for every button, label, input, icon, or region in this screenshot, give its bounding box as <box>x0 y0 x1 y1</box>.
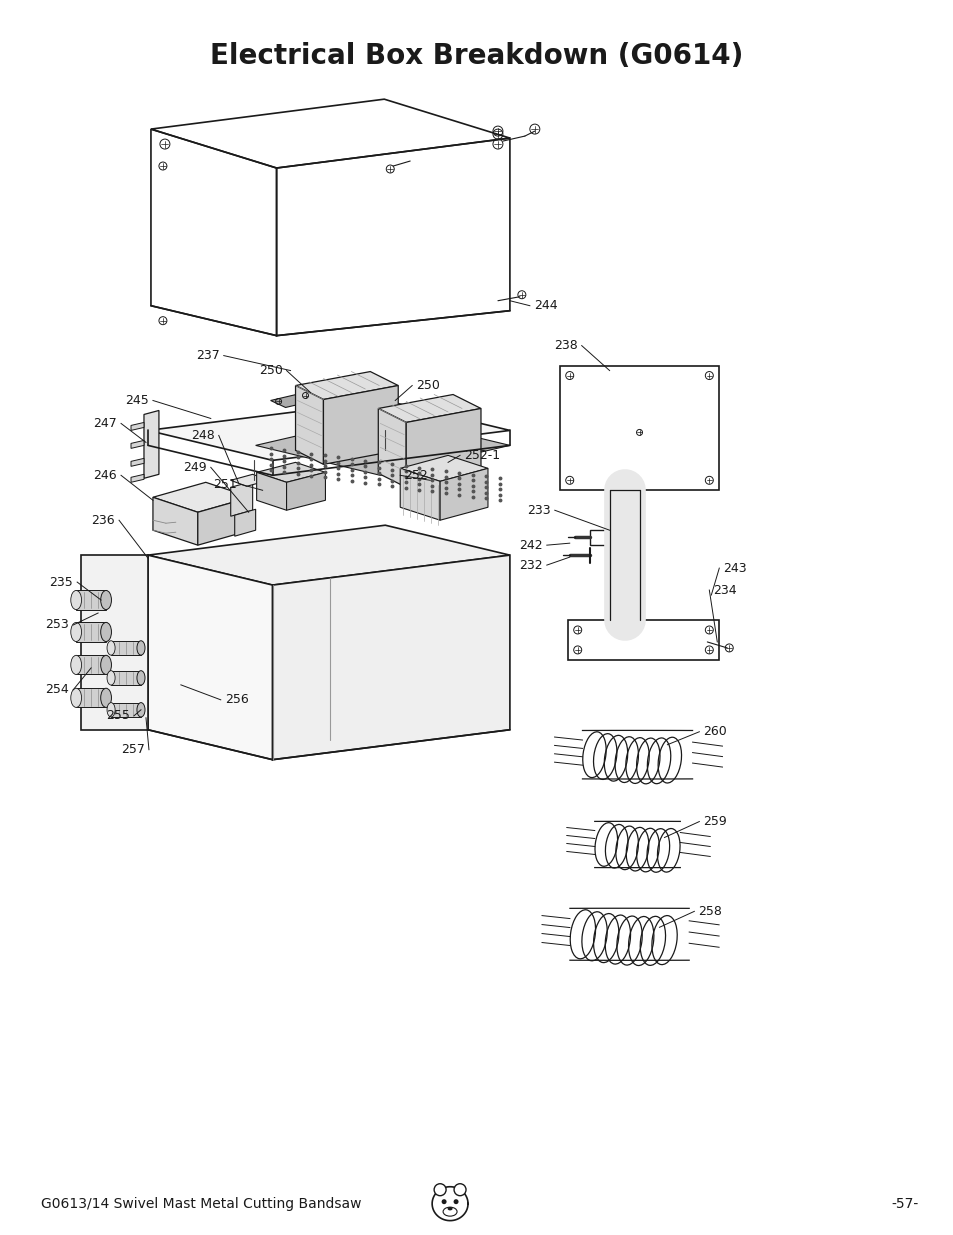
Polygon shape <box>255 415 509 475</box>
Ellipse shape <box>101 688 112 708</box>
Text: 252: 252 <box>404 469 428 482</box>
Polygon shape <box>256 472 286 510</box>
Ellipse shape <box>71 622 81 641</box>
Text: 235: 235 <box>50 576 73 589</box>
Polygon shape <box>131 458 144 467</box>
Text: 252-1: 252-1 <box>463 448 499 462</box>
Polygon shape <box>323 385 397 464</box>
Text: 251: 251 <box>213 478 236 490</box>
Polygon shape <box>234 509 255 536</box>
Polygon shape <box>81 556 148 730</box>
Ellipse shape <box>137 641 145 655</box>
Polygon shape <box>131 441 144 448</box>
Ellipse shape <box>442 1207 456 1216</box>
Polygon shape <box>144 410 159 478</box>
Text: 254: 254 <box>46 683 70 697</box>
Text: 255: 255 <box>106 709 130 722</box>
Polygon shape <box>400 456 487 482</box>
Text: 250: 250 <box>258 364 282 377</box>
Ellipse shape <box>107 703 115 718</box>
Circle shape <box>454 1183 466 1195</box>
Text: 238: 238 <box>554 340 578 352</box>
Text: 258: 258 <box>698 905 721 918</box>
Polygon shape <box>76 590 106 610</box>
Polygon shape <box>439 468 487 520</box>
Ellipse shape <box>137 671 145 685</box>
Text: 247: 247 <box>93 417 117 430</box>
Polygon shape <box>197 498 251 545</box>
Polygon shape <box>378 409 406 488</box>
Polygon shape <box>271 394 315 408</box>
Polygon shape <box>111 703 141 718</box>
Ellipse shape <box>71 656 81 674</box>
Ellipse shape <box>137 703 145 718</box>
Text: 245: 245 <box>125 394 149 408</box>
Polygon shape <box>148 556 273 760</box>
Ellipse shape <box>107 671 115 685</box>
Polygon shape <box>111 671 141 685</box>
Circle shape <box>434 1183 446 1195</box>
Text: 249: 249 <box>183 461 207 474</box>
Polygon shape <box>148 525 509 585</box>
Polygon shape <box>76 656 106 674</box>
Ellipse shape <box>71 590 81 610</box>
Text: 237: 237 <box>195 350 219 362</box>
Text: 250: 250 <box>416 379 439 391</box>
Polygon shape <box>231 482 253 516</box>
Text: G0613/14 Swivel Mast Metal Cutting Bandsaw: G0613/14 Swivel Mast Metal Cutting Bands… <box>41 1197 361 1210</box>
Polygon shape <box>148 400 509 461</box>
Polygon shape <box>295 385 323 464</box>
Ellipse shape <box>101 590 112 610</box>
Polygon shape <box>273 556 509 760</box>
Ellipse shape <box>107 641 115 655</box>
Polygon shape <box>286 472 325 510</box>
Text: 259: 259 <box>702 815 726 827</box>
Text: 257: 257 <box>121 743 145 756</box>
Ellipse shape <box>101 656 112 674</box>
Ellipse shape <box>447 1207 452 1210</box>
Polygon shape <box>400 468 439 520</box>
Polygon shape <box>76 622 106 641</box>
Text: 234: 234 <box>713 584 736 597</box>
Polygon shape <box>256 462 325 483</box>
Circle shape <box>453 1199 458 1204</box>
Text: 242: 242 <box>518 538 542 552</box>
Text: -57-: -57- <box>890 1197 918 1210</box>
Text: 243: 243 <box>722 562 746 574</box>
Polygon shape <box>231 474 269 487</box>
Polygon shape <box>378 394 480 422</box>
Polygon shape <box>406 409 480 488</box>
Text: 236: 236 <box>91 514 115 526</box>
Text: 246: 246 <box>93 469 117 482</box>
Text: 244: 244 <box>534 299 557 312</box>
Ellipse shape <box>101 622 112 641</box>
Text: 253: 253 <box>46 619 70 631</box>
Text: 232: 232 <box>518 558 542 572</box>
Text: 233: 233 <box>527 504 550 516</box>
Circle shape <box>441 1199 446 1204</box>
Text: 248: 248 <box>191 429 214 442</box>
Polygon shape <box>131 422 144 431</box>
Text: 256: 256 <box>225 693 248 706</box>
Polygon shape <box>111 641 141 655</box>
Text: Electrical Box Breakdown (G0614): Electrical Box Breakdown (G0614) <box>210 42 743 70</box>
Polygon shape <box>152 498 197 545</box>
Ellipse shape <box>71 688 81 708</box>
Text: 260: 260 <box>702 725 726 739</box>
Polygon shape <box>295 372 397 399</box>
Polygon shape <box>131 474 144 483</box>
Polygon shape <box>76 688 106 708</box>
Polygon shape <box>152 483 251 513</box>
